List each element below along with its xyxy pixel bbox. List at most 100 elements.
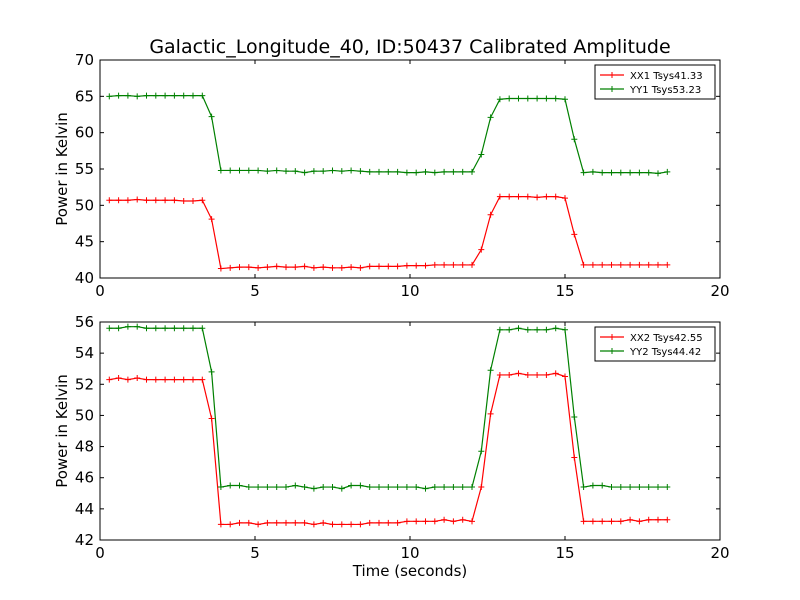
data-point (478, 448, 485, 455)
data-point (664, 516, 671, 523)
data-point (338, 485, 345, 492)
data-point (199, 197, 206, 204)
data-point (515, 193, 522, 200)
data-point (162, 197, 169, 204)
data-point (478, 151, 485, 158)
data-point (580, 484, 587, 491)
data-point (217, 167, 224, 174)
data-point (589, 261, 596, 268)
data-point (571, 454, 578, 461)
data-point (199, 92, 206, 99)
data-point (208, 415, 215, 422)
bottom-panel: 0 5 10 15 20 42 44 46 48 50 52 54 56 Power in Kelvin T… (53, 313, 730, 580)
data-point (152, 325, 159, 332)
data-point (143, 376, 150, 383)
data-point (134, 375, 141, 382)
data-point (496, 326, 503, 333)
data-point (599, 482, 606, 489)
data-point (310, 168, 317, 175)
data-point (217, 484, 224, 491)
y-tick-label: 40 (75, 269, 94, 287)
data-point (348, 482, 355, 489)
y-tick-label: 60 (75, 124, 94, 142)
x-axis-label: Time (seconds) (352, 562, 468, 580)
data-point (450, 261, 457, 268)
data-point (115, 375, 122, 382)
data-point (580, 169, 587, 176)
data-point (441, 484, 448, 491)
data-point (292, 168, 299, 175)
y-axis-label: Power in Kelvin (53, 112, 71, 226)
data-point (422, 168, 429, 175)
data-point (636, 261, 643, 268)
data-point (227, 167, 234, 174)
data-point (273, 484, 280, 491)
data-point (431, 484, 438, 491)
data-point (478, 484, 485, 491)
y-tick-label: 65 (75, 87, 94, 105)
legend-entry-label: XX1 Tsys41.33 (630, 71, 703, 82)
data-point (245, 264, 252, 271)
data-point (506, 326, 513, 333)
y-tick-label: 54 (75, 344, 94, 362)
data-point (403, 169, 410, 176)
data-point (413, 518, 420, 525)
data-point (627, 516, 634, 523)
data-point (385, 263, 392, 270)
data-point (329, 167, 336, 174)
data-point (162, 376, 169, 383)
data-point (608, 261, 615, 268)
data-point (496, 371, 503, 378)
y-tick-label: 56 (75, 313, 94, 331)
data-point (431, 518, 438, 525)
data-point (208, 113, 215, 120)
data-point (338, 168, 345, 175)
data-point (534, 326, 541, 333)
data-point (190, 197, 196, 204)
data-point (106, 197, 113, 204)
data-point (617, 484, 624, 491)
data-point (469, 168, 475, 175)
data-point (431, 169, 438, 176)
legend-entry-label: XX2 Tsys42.55 (630, 333, 703, 344)
data-point (599, 169, 606, 176)
data-point (376, 519, 382, 526)
data-point (599, 261, 606, 268)
data-point (627, 169, 634, 176)
data-point (376, 484, 382, 491)
data-point (338, 521, 345, 528)
data-point (515, 325, 522, 332)
data-point (617, 169, 624, 176)
data-point (645, 484, 652, 491)
data-point (190, 325, 196, 332)
data-point (106, 376, 113, 383)
data-point (562, 195, 568, 202)
x-tick-label: 0 (95, 282, 105, 300)
data-point (255, 521, 262, 528)
data-point (264, 519, 271, 526)
data-point (115, 92, 122, 99)
x-tick-label: 15 (555, 282, 574, 300)
data-point (180, 325, 187, 332)
data-point (478, 246, 485, 253)
data-point (124, 376, 131, 383)
data-point (134, 196, 141, 203)
data-point (292, 482, 299, 489)
data-point (422, 485, 429, 492)
y-tick-label: 55 (75, 160, 94, 178)
y-tick-label: 45 (75, 233, 94, 251)
data-point (115, 197, 122, 204)
data-point (143, 325, 150, 332)
y-tick-label: 44 (75, 500, 94, 518)
legend-box (594, 326, 716, 362)
x-tick-label: 0 (95, 544, 105, 562)
data-point (403, 518, 410, 525)
data-point (292, 264, 299, 271)
data-point (357, 521, 364, 528)
data-point (524, 326, 531, 333)
data-point (245, 484, 252, 491)
x-tick-label: 5 (250, 544, 260, 562)
data-point (180, 197, 187, 204)
data-point (320, 264, 327, 271)
data-point (162, 325, 169, 332)
